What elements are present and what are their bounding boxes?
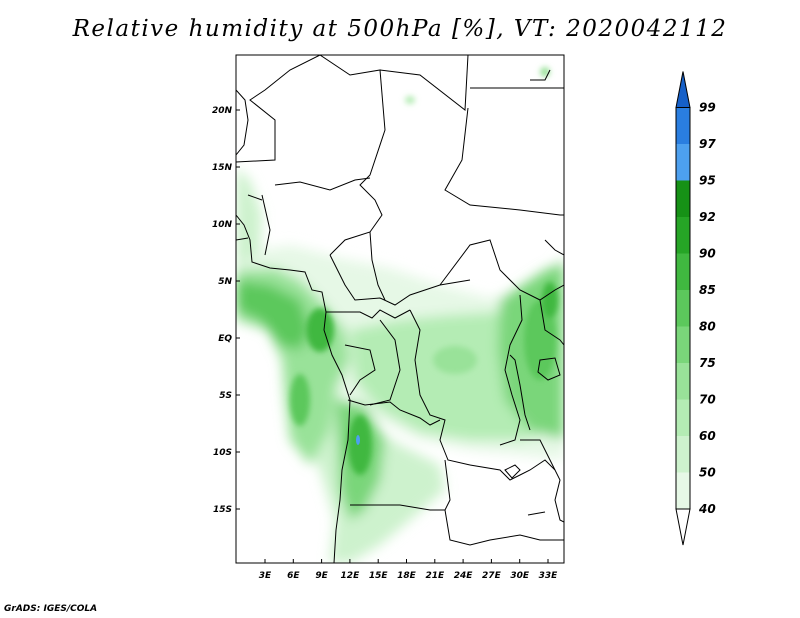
lon-label: 15E	[369, 571, 389, 581]
lat-label: 10S	[213, 448, 232, 458]
lat-label: 20N	[212, 106, 233, 116]
lat-label: 15N	[212, 163, 233, 173]
lon-label: 33E	[539, 571, 559, 581]
lat-label: 5S	[219, 391, 232, 401]
colorbar-label: 70	[699, 393, 716, 407]
longitude-labels: 3E 6E 9E 12E 15E 18E 21E 24E 27E 30E 33E	[259, 559, 558, 581]
lon-label: 18E	[397, 571, 417, 581]
colorbar-label: 92	[699, 210, 716, 224]
lon-label: 30E	[510, 571, 530, 581]
grads-credit: GrADS: IGES/COLA	[4, 604, 98, 614]
lon-label: 6E	[287, 571, 300, 581]
colorbar-label: 60	[699, 429, 716, 443]
colorbar-segment	[676, 399, 690, 436]
colorbar-label: 99	[699, 101, 716, 115]
coastlines-borders	[236, 55, 564, 563]
colorbar-label: 50	[699, 466, 716, 480]
colorbar-label: 90	[699, 247, 716, 261]
colorbar-segment	[676, 180, 690, 217]
colorbar-segment	[676, 326, 690, 363]
lon-label: 21E	[425, 571, 445, 581]
colorbar-segment	[676, 144, 690, 181]
latitude-labels: 20N 15N 10N 5N EQ 5S 10S 15S	[212, 106, 240, 515]
colorbar-upper-arrow	[675, 71, 691, 108]
lat-label: 15S	[213, 505, 232, 515]
lon-label: 3E	[259, 571, 272, 581]
colorbar-segment	[676, 217, 690, 254]
lon-label: 9E	[315, 571, 328, 581]
colorbar-label: 75	[699, 356, 716, 370]
colorbar-frame	[675, 107, 691, 510]
lon-label: 12E	[341, 571, 361, 581]
lat-label: 5N	[218, 277, 232, 287]
colorbar-label: 40	[698, 502, 716, 516]
map-title: Relative humidity at 500hPa [%], VT: 202…	[72, 16, 728, 42]
colorbar-segment	[676, 436, 690, 473]
colorbar-segment	[676, 290, 690, 327]
colorbar-segment	[676, 253, 690, 290]
lon-label: 27E	[482, 571, 502, 581]
colorbar-label: 80	[699, 320, 716, 334]
colorbar: 40 50 60 70 75 80 85 90 92 95 97 99	[675, 71, 716, 546]
colorbar-segment	[676, 107, 690, 144]
colorbar-label: 97	[699, 137, 716, 151]
lon-label: 24E	[454, 571, 474, 581]
colorbar-label: 85	[699, 283, 716, 297]
map-frame	[235, 54, 565, 564]
lat-label: 10N	[212, 220, 233, 230]
colorbar-segment	[676, 363, 690, 400]
lat-label: EQ	[218, 334, 232, 344]
colorbar-label: 95	[699, 174, 716, 188]
colorbar-segment	[676, 472, 690, 509]
humidity-field	[236, 67, 564, 563]
colorbar-lower-arrow	[675, 508, 691, 546]
